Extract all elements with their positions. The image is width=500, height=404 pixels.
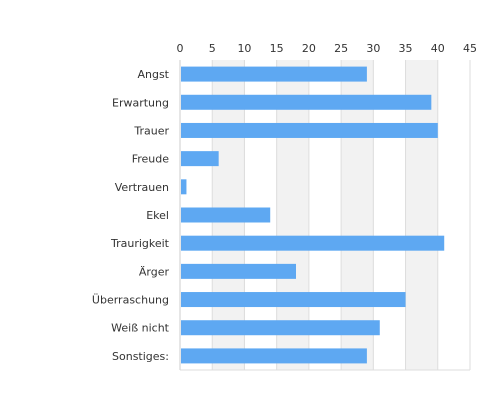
grid-band [276, 60, 309, 370]
bar[interactable] [181, 179, 187, 195]
x-tick-label: 15 [270, 42, 284, 55]
x-tick-label: 25 [334, 42, 348, 55]
bar[interactable] [181, 292, 406, 308]
bar[interactable] [181, 122, 438, 138]
bar[interactable] [181, 320, 380, 336]
bar[interactable] [181, 66, 367, 82]
bar[interactable] [181, 263, 296, 279]
x-tick-label: 20 [302, 42, 316, 55]
category-label: Sonstiges: [112, 350, 169, 363]
x-tick-label: 30 [366, 42, 380, 55]
bar[interactable] [181, 207, 271, 223]
bar[interactable] [181, 151, 219, 167]
category-label: Traurigkeit [110, 237, 170, 250]
bar[interactable] [181, 235, 445, 251]
category-label: Ärger [139, 265, 170, 278]
x-tick-label: 5 [209, 42, 216, 55]
x-tick-label: 45 [463, 42, 477, 55]
category-label: Erwartung [112, 96, 169, 109]
background-bands [212, 60, 438, 370]
x-tick-label: 35 [399, 42, 413, 55]
x-axis: 0 5 10 15 20 25 30 35 40 45 [177, 42, 477, 371]
category-label: Ekel [146, 209, 169, 222]
x-tick-label: 10 [237, 42, 251, 55]
category-label: Vertrauen [115, 181, 169, 194]
x-tick-label: 40 [431, 42, 445, 55]
category-label: Angst [137, 68, 169, 81]
grid-band [405, 60, 438, 370]
category-label: Trauer [133, 124, 169, 137]
bar[interactable] [181, 94, 432, 110]
category-label: Freude [132, 153, 170, 166]
bars [181, 66, 445, 364]
x-tick-label: 0 [177, 42, 184, 55]
bar[interactable] [181, 348, 367, 364]
category-labels: Angst Erwartung Trauer Freude Vertrauen Ekel T… [92, 68, 170, 363]
category-label: Überraschung [92, 294, 169, 307]
grid-band [341, 60, 374, 370]
category-label: Weiß nicht [111, 322, 170, 335]
